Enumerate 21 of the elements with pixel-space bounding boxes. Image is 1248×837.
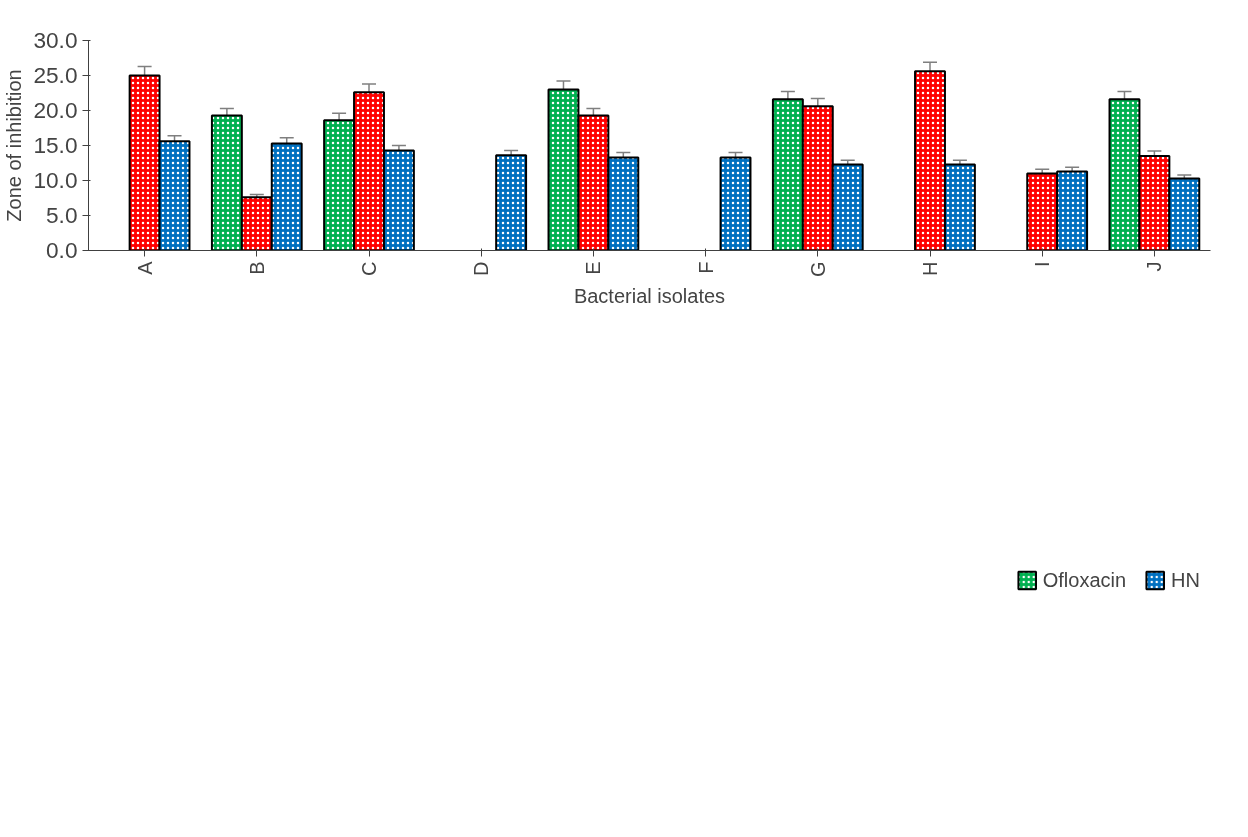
x-tick-label: A (133, 260, 156, 275)
x-tick-label: D (470, 261, 493, 276)
x-tick-label: J (1143, 261, 1166, 272)
y-tick-label: 20.0 (33, 97, 78, 123)
x-tick-label: C (358, 261, 380, 276)
x-tick-label: G (806, 261, 829, 278)
legend-label: Ofloxacin (1042, 568, 1127, 592)
y-tick-label: 0.0 (46, 237, 78, 263)
y-tick-label: 30.0 (33, 27, 78, 53)
x-tick-label: E (582, 261, 605, 275)
y-tick-label: 5.0 (46, 202, 78, 228)
x-tick-label: H (919, 261, 941, 276)
y-axis-title: Zone of inhibition (3, 69, 26, 222)
y-tick-label: 25.0 (33, 62, 78, 88)
x-axis-title: Bacterial isolates (573, 285, 726, 308)
x-tick-label: I (1031, 261, 1054, 268)
y-tick-label: 15.0 (33, 132, 78, 158)
legend-label: HN (1171, 568, 1200, 592)
y-tick-label: 10.0 (33, 167, 78, 193)
x-tick-label: F (694, 261, 717, 274)
x-tick-label: B (245, 261, 268, 275)
